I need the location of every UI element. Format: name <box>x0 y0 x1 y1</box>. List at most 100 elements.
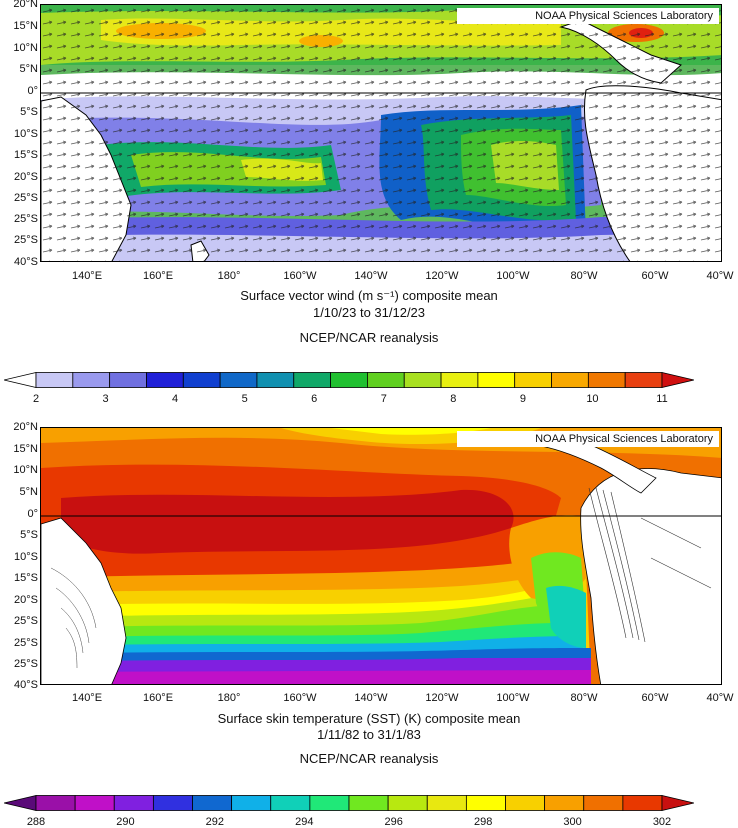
colorbar-tick-label: 5 <box>241 393 248 405</box>
colorbar-segment <box>477 372 516 388</box>
colorbar-segment <box>35 372 74 388</box>
colorbar-min-arrow <box>4 795 37 811</box>
andes-contours <box>588 487 712 643</box>
colorbar-segment <box>622 795 663 811</box>
colorbar-tick-label: 300 <box>563 816 582 828</box>
colorbar-tick-label: 290 <box>116 816 135 828</box>
lon-tick: 100°W <box>496 270 530 282</box>
sst-map: NOAA Physical Sciences Laboratory <box>40 427 722 685</box>
colorbar-tick-label: 11 <box>656 393 668 405</box>
lon-tick: 140°W <box>354 270 388 282</box>
lon-tick: 160°E <box>142 270 174 282</box>
colorbar-segment <box>152 795 193 811</box>
lon-tick: 80°W <box>570 270 598 282</box>
colorbar-segment <box>231 795 272 811</box>
wind-field-svg <box>41 5 721 261</box>
lon-tick: 40°W <box>706 692 734 704</box>
wind-caption-source: NCEP/NCAR reanalysis <box>299 330 439 345</box>
sst-field-svg <box>41 428 721 684</box>
colorbar-segment <box>109 372 147 388</box>
colorbar-tick-label: 288 <box>26 816 46 828</box>
colorbar-tick-label: 3 <box>102 393 109 405</box>
wind-caption-title: Surface vector wind (m s⁻¹) composite me… <box>240 288 498 303</box>
colorbar-segment <box>330 372 368 388</box>
lat-tick: 5°S <box>20 106 38 118</box>
australia-contours <box>50 567 97 669</box>
lat-tick: 5°N <box>19 63 38 75</box>
wind-colorbar <box>4 372 694 388</box>
colorbar-tick-label: 292 <box>205 816 225 828</box>
lon-tick: 160°E <box>142 692 174 704</box>
lat-tick: 10°S <box>14 128 38 140</box>
lat-tick: 15°N <box>13 20 38 32</box>
colorbar-tick-label: 298 <box>473 816 493 828</box>
lat-tick: 10°N <box>13 42 38 54</box>
colorbar-segment <box>583 795 624 811</box>
colorbar-tick-label: 8 <box>450 393 457 405</box>
lon-tick: 180° <box>217 692 241 704</box>
credit-label: NOAA Physical Sciences Laboratory <box>457 8 719 24</box>
lat-tick: 20°N <box>13 421 38 433</box>
warm-pool-core <box>61 489 514 554</box>
colorbar-segment <box>72 372 111 388</box>
colorbar-segment <box>256 372 295 388</box>
sst-caption-source: NCEP/NCAR reanalysis <box>299 751 439 766</box>
sst-colorbar <box>4 795 694 811</box>
colorbar-segment <box>403 372 442 388</box>
colorbar-segment <box>35 795 76 811</box>
lat-tick: 25°S <box>14 213 38 225</box>
colorbar-min-arrow <box>4 372 37 388</box>
lat-tick: 25°S <box>14 192 38 204</box>
lat-tick: 0° <box>27 85 38 97</box>
colorbar-tick-label: 9 <box>519 393 526 405</box>
colorbar-segment <box>309 795 350 811</box>
colorbar-segment <box>74 795 115 811</box>
colorbar-segment <box>505 795 546 811</box>
colorbar-tick-label: 302 <box>652 816 672 828</box>
colorbar-max-arrow <box>661 372 694 388</box>
lat-tick: 20°S <box>14 171 38 183</box>
colorbar-segment <box>465 795 506 811</box>
central-america-land <box>540 442 657 494</box>
colorbar-segment <box>624 372 663 388</box>
lat-tick: 5°S <box>20 529 38 541</box>
colorbar-segment <box>426 795 467 811</box>
lat-tick: 25°S <box>14 658 38 670</box>
lon-tick: 60°W <box>641 692 669 704</box>
lat-tick: 25°S <box>14 637 38 649</box>
lat-tick: 15°S <box>14 572 38 584</box>
colorbar-tick-label: 296 <box>384 816 403 828</box>
colorbar-segment <box>440 372 479 388</box>
wind-caption-dates: 1/10/23 to 31/12/23 <box>312 305 426 320</box>
lon-tick: 120°W <box>425 270 459 282</box>
colorbar-segment <box>514 372 552 388</box>
colorbar-tick-label: 2 <box>32 393 40 405</box>
colorbar-tick-label: 10 <box>586 393 599 405</box>
colorbar-segment <box>587 372 626 388</box>
colorbar-segment <box>544 795 585 811</box>
sst-caption-dates: 1/11/82 to 31/1/83 <box>317 727 421 742</box>
lon-tick: 60°W <box>641 270 669 282</box>
lon-tick: 140°E <box>71 692 103 704</box>
colorbar-segment <box>182 372 221 388</box>
colorbar-segment <box>219 372 258 388</box>
colorbar-tick-label: 4 <box>172 393 179 405</box>
lat-tick: 15°S <box>14 149 38 161</box>
colorbar-segment <box>367 372 405 388</box>
lat-tick: 40°S <box>14 256 38 268</box>
lat-tick: 5°N <box>19 486 38 498</box>
lon-tick: 140°E <box>71 270 103 282</box>
colorbar-max-arrow <box>661 795 694 811</box>
colorbar-segment <box>293 372 331 388</box>
lat-tick: 25°S <box>14 234 38 246</box>
lon-tick: 40°W <box>706 270 734 282</box>
colorbar-segment <box>551 372 589 388</box>
lon-tick: 140°W <box>354 692 388 704</box>
colorbar-segment <box>146 372 184 388</box>
lat-tick: 20°N <box>13 0 38 10</box>
credit-label: NOAA Physical Sciences Laboratory <box>457 431 719 447</box>
colorbar-tick-label: 7 <box>380 393 387 405</box>
colorbar-segment <box>387 795 428 811</box>
wind-map: NOAA Physical Sciences Laboratory <box>40 4 722 262</box>
lon-tick: 120°W <box>425 692 459 704</box>
